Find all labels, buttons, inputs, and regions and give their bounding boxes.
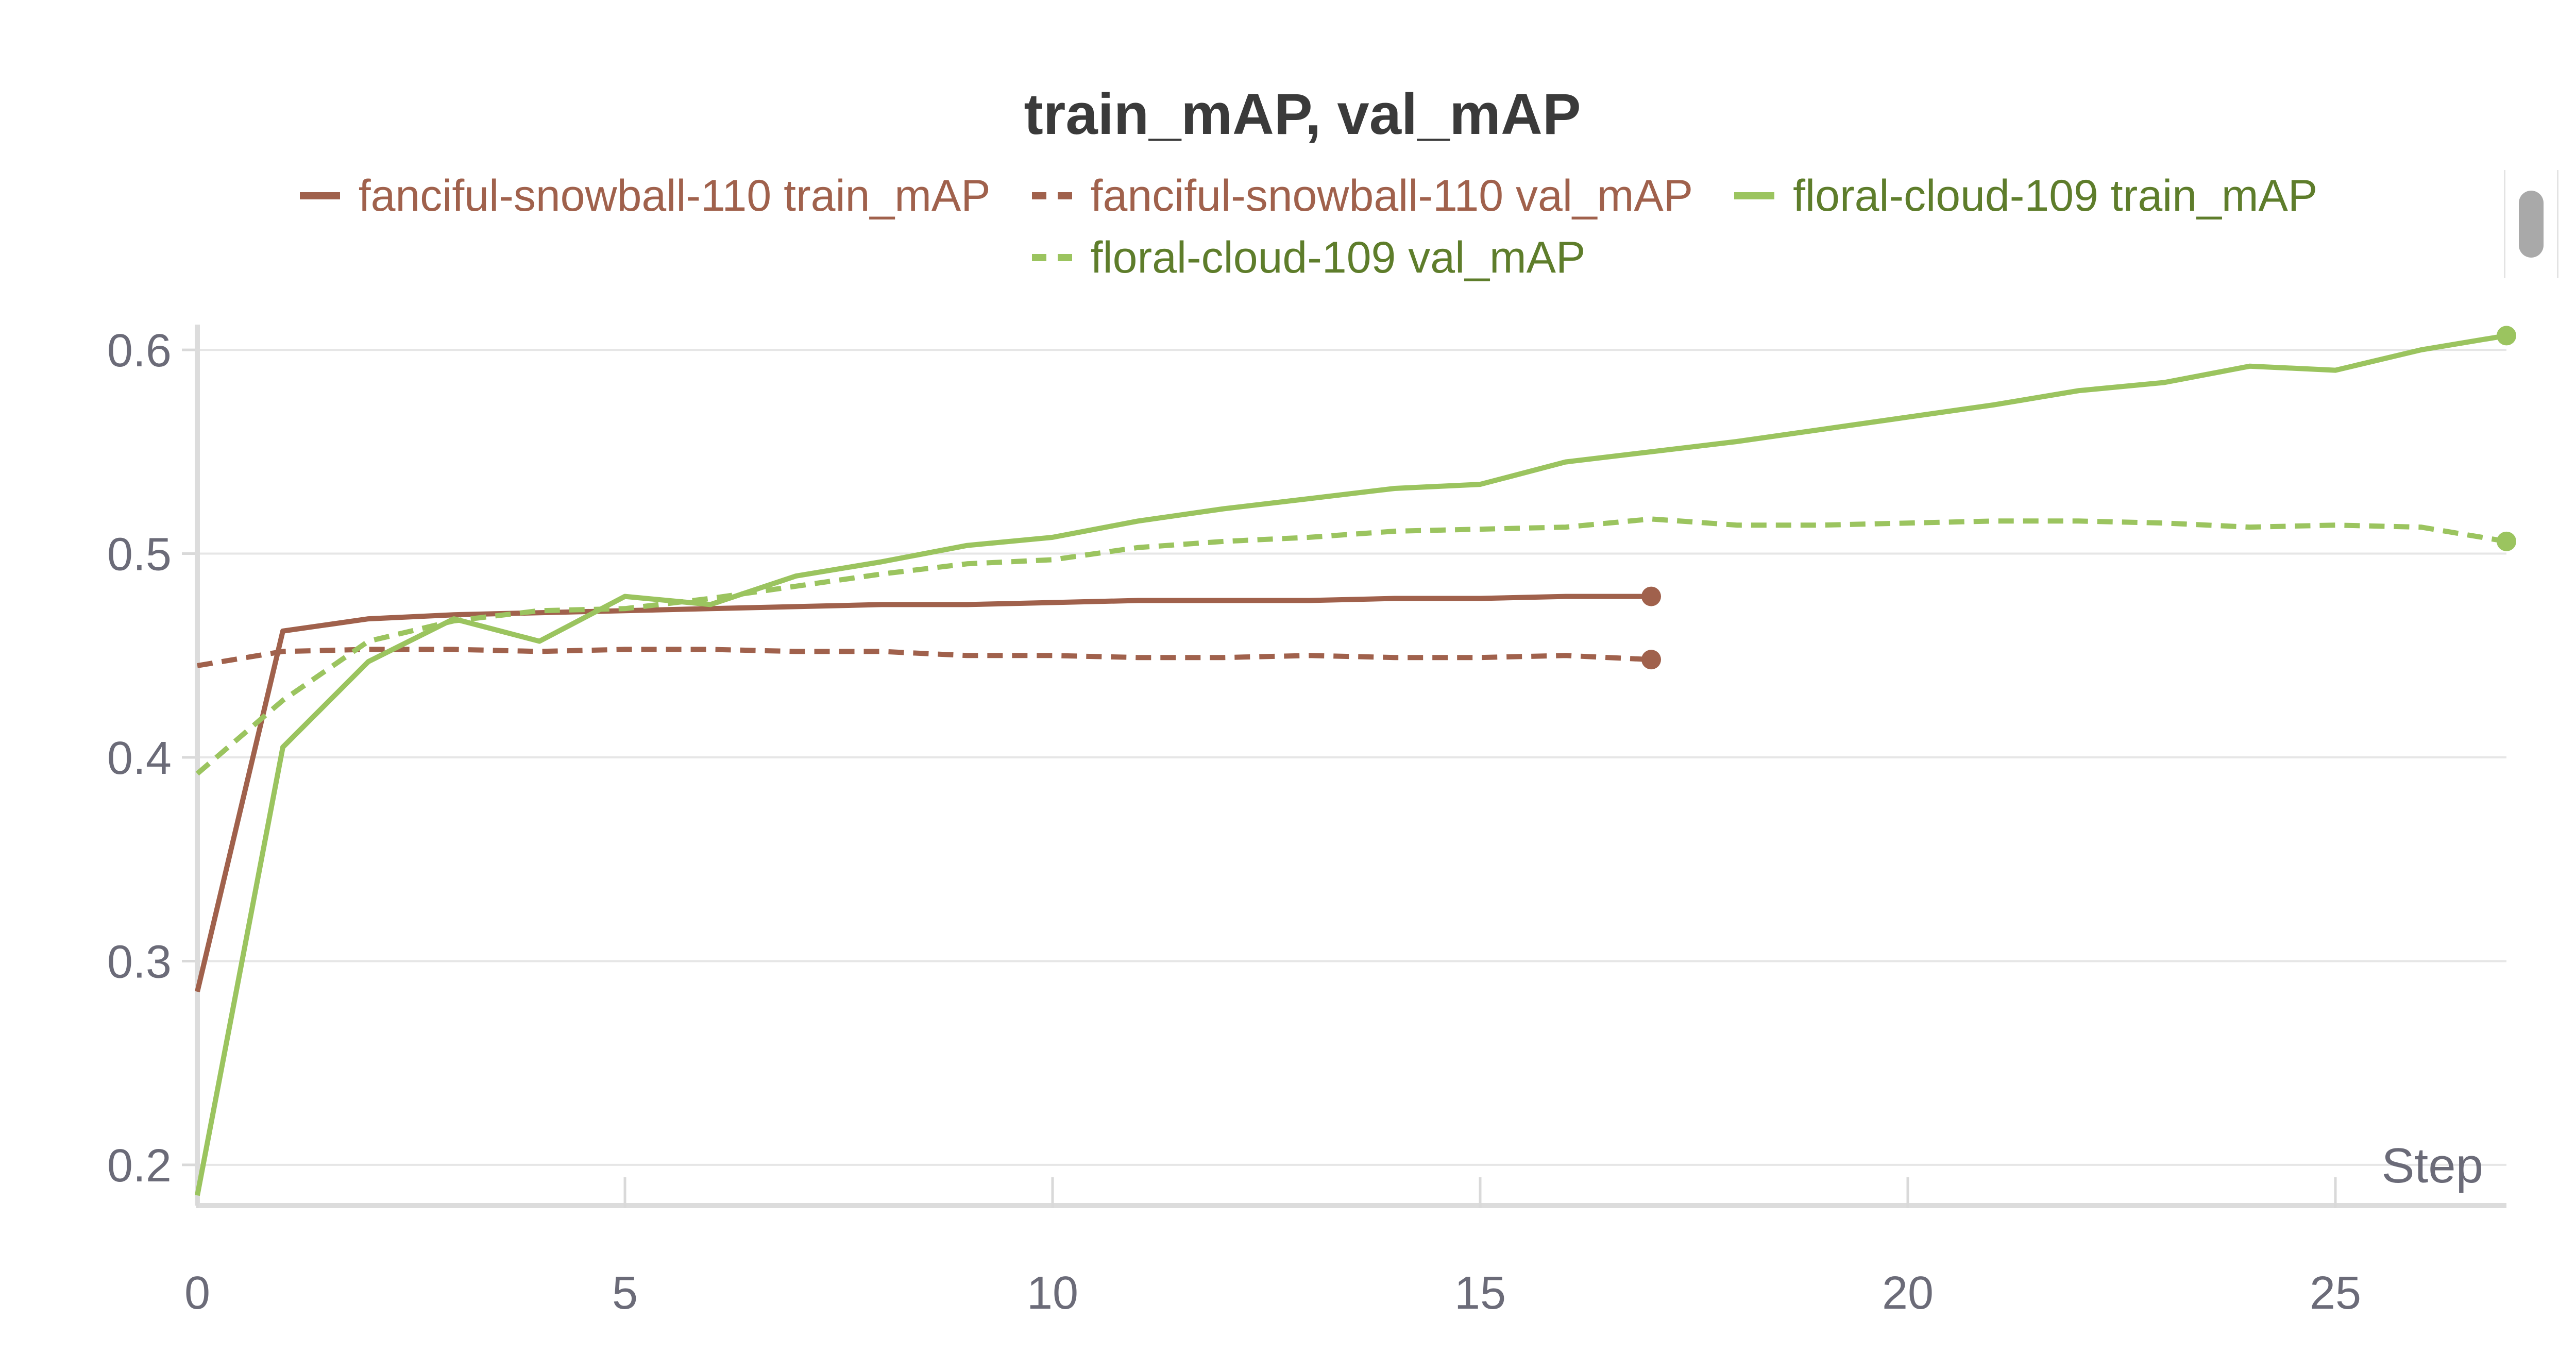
- y-tick-label: 0.2: [107, 1140, 172, 1192]
- y-tick-label: 0.6: [107, 325, 172, 377]
- series-end-marker-4: [2497, 531, 2516, 551]
- series-line-3: [195, 333, 2507, 1196]
- chart-title: train_mAP, val_mAP: [1024, 82, 1581, 146]
- series-line-1: [195, 594, 1651, 992]
- scrollbar-thumb[interactable]: [2519, 191, 2544, 258]
- legend-item[interactable]: floral-cloud-109 train_mAP: [1734, 165, 2317, 227]
- y-tick-label: 0.5: [107, 529, 172, 581]
- series-line-2: [197, 647, 1652, 668]
- x-tick-label: 25: [2310, 1267, 2361, 1319]
- legend-scrollbar[interactable]: [2504, 170, 2558, 278]
- legend-swatch: [299, 192, 340, 199]
- y-tick-label: 0.4: [107, 733, 172, 784]
- series-end-marker-3: [2497, 326, 2516, 346]
- legend-item[interactable]: floral-cloud-109 val_mAP: [1031, 227, 1586, 289]
- legend-swatch: [1031, 254, 1072, 261]
- axis-layer: 0.2 0.3 0.4 0.5 0.6 0 5 10 15 20 25: [107, 325, 2506, 1319]
- x-tick-label: 0: [184, 1267, 210, 1319]
- x-tick-label: 10: [1027, 1267, 1078, 1319]
- legend-row: floral-cloud-109 val_mAP: [175, 227, 2442, 289]
- series-line-4: [195, 516, 2507, 776]
- legend-label: fanciful-snowball-110 train_mAP: [358, 171, 991, 221]
- legend-item[interactable]: fanciful-snowball-110 val_mAP: [1031, 165, 1693, 227]
- legend: fanciful-snowball-110 train_mAP fanciful-…: [175, 165, 2442, 289]
- x-tick-label: 20: [1882, 1267, 1934, 1319]
- y-tick-label: 0.3: [107, 936, 172, 988]
- legend-label: floral-cloud-109 val_mAP: [1090, 233, 1586, 282]
- grid-layer: [197, 349, 2506, 1166]
- x-axis-label: Step: [2382, 1138, 2483, 1193]
- x-tick-label: 5: [612, 1267, 638, 1319]
- x-tick-label: 15: [1454, 1267, 1506, 1319]
- series-end-marker-1: [1641, 586, 1661, 606]
- legend-label: floral-cloud-109 train_mAP: [1793, 171, 2318, 221]
- legend-label: fanciful-snowball-110 val_mAP: [1090, 171, 1693, 221]
- legend-item[interactable]: fanciful-snowball-110 train_mAP: [299, 165, 991, 227]
- series-end-marker-2: [1641, 650, 1661, 670]
- legend-row: fanciful-snowball-110 train_mAP fanciful-…: [175, 165, 2442, 227]
- legend-swatch: [1031, 192, 1072, 199]
- series-layer: [195, 326, 2516, 1196]
- legend-swatch: [1734, 192, 1775, 199]
